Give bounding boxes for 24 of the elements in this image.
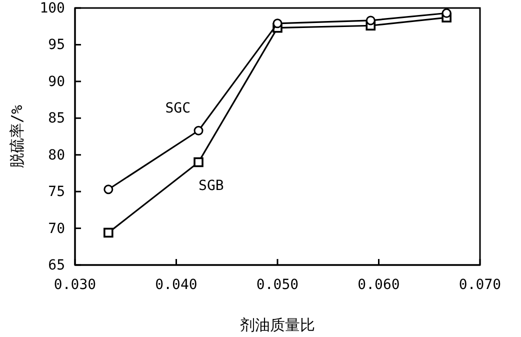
y-tick-label: 80 (48, 147, 65, 164)
point (104, 228, 114, 238)
point (194, 157, 204, 168)
point (104, 184, 114, 194)
y-tick-label: 70 (48, 220, 65, 237)
x-tick-label: 0.030 (54, 276, 96, 293)
y-tick-label: 95 (48, 37, 65, 54)
series-label: SGB (198, 178, 224, 194)
x-tick-label: 0.040 (155, 276, 198, 293)
point (366, 16, 376, 26)
y-tick-label: 75 (48, 184, 65, 200)
x-tick-label: 0.060 (358, 276, 400, 293)
y-tick-label: 100 (40, 0, 65, 16)
y-axis-title: 脱硫率/% (8, 104, 26, 168)
y-tick-label: 65 (48, 257, 65, 274)
y-tick-label: 85 (48, 110, 65, 127)
x-tick-label: 0.050 (256, 276, 299, 293)
x-tick-label: 0.070 (458, 276, 502, 293)
point (442, 8, 452, 18)
series-label: SGC (165, 100, 191, 117)
point (194, 126, 204, 136)
x-axis-title: 剂油质量比 (240, 316, 315, 334)
y-tick-label: 90 (48, 74, 65, 90)
point (272, 18, 282, 28)
